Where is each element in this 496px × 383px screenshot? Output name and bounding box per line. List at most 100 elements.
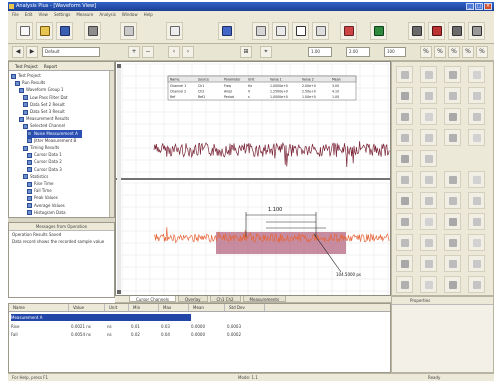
palette-button[interactable]: [420, 129, 437, 146]
tree-item[interactable]: Peak Values: [27, 194, 58, 202]
column-header[interactable]: Max: [159, 304, 189, 311]
palette-button[interactable]: [468, 171, 485, 188]
column-header[interactable]: Std Dev: [225, 304, 265, 311]
palette-button[interactable]: [396, 192, 413, 209]
prev-button[interactable]: ◀: [12, 46, 24, 58]
save-button[interactable]: [56, 22, 73, 40]
palette-button[interactable]: [420, 276, 437, 293]
palette-button[interactable]: [468, 129, 485, 146]
palette-button[interactable]: [468, 213, 485, 230]
tool-button-b[interactable]: [428, 22, 445, 40]
table-row[interactable]: Fall 0.0054 ns ns 0.02 0.04 0.0000 0.000…: [11, 331, 267, 338]
palette-button[interactable]: [444, 192, 461, 209]
palette-button[interactable]: [420, 150, 437, 167]
tab-project[interactable]: Test Project: [15, 64, 38, 69]
export-button[interactable]: [120, 22, 137, 40]
run-button[interactable]: [370, 22, 387, 40]
tree-item[interactable]: Fall Time: [27, 187, 52, 195]
palette-button[interactable]: [420, 255, 437, 272]
palette-button[interactable]: [396, 108, 413, 125]
measure-button[interactable]: [252, 22, 269, 40]
fit-x-button[interactable]: %: [434, 46, 446, 58]
palette-button[interactable]: [396, 213, 413, 230]
tree-item[interactable]: Statistics: [23, 173, 48, 181]
palette-button[interactable]: [468, 87, 485, 104]
tree-item[interactable]: Noise Measurement A: [27, 129, 82, 138]
palette-button[interactable]: [396, 276, 413, 293]
palette-button[interactable]: [420, 213, 437, 230]
minimize-button[interactable]: _: [466, 3, 474, 10]
palette-button[interactable]: [396, 129, 413, 146]
menu-item[interactable]: Settings: [53, 12, 71, 17]
palette-button[interactable]: [420, 234, 437, 251]
waveform-view[interactable]: Name Source Parameter Unit Value 1 Value 2 Mea…: [115, 61, 391, 296]
zoom-in-button[interactable]: +: [128, 46, 140, 58]
palette-button[interactable]: [420, 171, 437, 188]
zoom-out-button[interactable]: −: [142, 46, 154, 58]
tree-item[interactable]: Timing Results: [23, 144, 59, 152]
fit-y-button[interactable]: %: [448, 46, 460, 58]
menu-item[interactable]: Measure: [76, 12, 94, 17]
tree-scrollbar[interactable]: [109, 71, 114, 217]
column-header[interactable]: Unit: [105, 304, 129, 311]
palette-button[interactable]: [444, 87, 461, 104]
settings-button[interactable]: [340, 22, 357, 40]
palette-button[interactable]: [420, 192, 437, 209]
end-field[interactable]: 2.00: [346, 47, 370, 57]
palette-button[interactable]: [420, 108, 437, 125]
palette-button[interactable]: [468, 192, 485, 209]
scale-field[interactable]: 100: [384, 47, 406, 57]
tab-measurements[interactable]: Measurements: [242, 296, 287, 302]
new-file-button[interactable]: [16, 22, 33, 40]
tree-item[interactable]: Histogram Data: [27, 209, 66, 217]
step-forward-button[interactable]: ›: [182, 46, 194, 58]
help-button[interactable]: [292, 22, 309, 40]
tab-cursor-channels[interactable]: Cursor Channels: [129, 296, 176, 302]
info-button[interactable]: [312, 22, 329, 40]
close-button[interactable]: ×: [484, 3, 492, 10]
palette-button[interactable]: [444, 213, 461, 230]
panel-splitter[interactable]: [8, 218, 115, 222]
tree-item[interactable]: Waveform Group 1: [19, 86, 64, 94]
menu-item[interactable]: Analysis: [99, 12, 116, 17]
print-button[interactable]: [84, 22, 101, 40]
palette-button[interactable]: [396, 171, 413, 188]
tab-overlay[interactable]: Overlay: [177, 296, 208, 302]
tree-item[interactable]: Measurement Results: [19, 115, 69, 123]
marker-button[interactable]: ⌖: [260, 46, 272, 58]
tree-item[interactable]: Cursor Data 2: [27, 158, 62, 166]
tree-item[interactable]: Rise Time: [27, 180, 54, 188]
tree-item[interactable]: Low Pass Filter Dat: [23, 94, 68, 102]
palette-button[interactable]: [468, 276, 485, 293]
palette-button[interactable]: [444, 276, 461, 293]
maximize-button[interactable]: □: [475, 3, 483, 10]
menu-item[interactable]: Help: [143, 12, 153, 17]
tree-item[interactable]: Jitter Measurement B: [27, 137, 76, 145]
tree-item[interactable]: Run Results: [15, 79, 45, 87]
palette-button[interactable]: [396, 234, 413, 251]
tree-item[interactable]: Average Values: [27, 202, 65, 210]
table-row[interactable]: Rise 0.0021 ns ns 0.01 0.03 0.0000 0.000…: [11, 323, 267, 330]
palette-button[interactable]: [420, 87, 437, 104]
column-header[interactable]: Name: [9, 304, 69, 311]
palette-button[interactable]: [468, 66, 485, 83]
edit-button[interactable]: [218, 22, 235, 40]
selected-region[interactable]: [216, 232, 346, 254]
cursor-button[interactable]: [272, 22, 289, 40]
palette-button[interactable]: [396, 255, 413, 272]
palette-button[interactable]: [396, 66, 413, 83]
waveform-canvas[interactable]: Name Source Parameter Unit Value 1 Value 2 Mea…: [116, 62, 391, 296]
tool-button-c[interactable]: [448, 22, 465, 40]
tree-item[interactable]: Cursor Data 3: [27, 166, 62, 174]
palette-button[interactable]: [420, 66, 437, 83]
palette-button[interactable]: [444, 66, 461, 83]
fit-button[interactable]: %: [420, 46, 432, 58]
tab-report[interactable]: Report: [43, 64, 58, 69]
copy-button[interactable]: [166, 22, 183, 40]
tool-button-d[interactable]: [468, 22, 485, 40]
palette-button[interactable]: [444, 171, 461, 188]
menu-item[interactable]: File: [12, 12, 19, 17]
overlay-button[interactable]: ⊞: [240, 46, 252, 58]
reset-zoom-button[interactable]: %: [476, 46, 488, 58]
tree-item[interactable]: Selected Channel: [23, 122, 65, 130]
